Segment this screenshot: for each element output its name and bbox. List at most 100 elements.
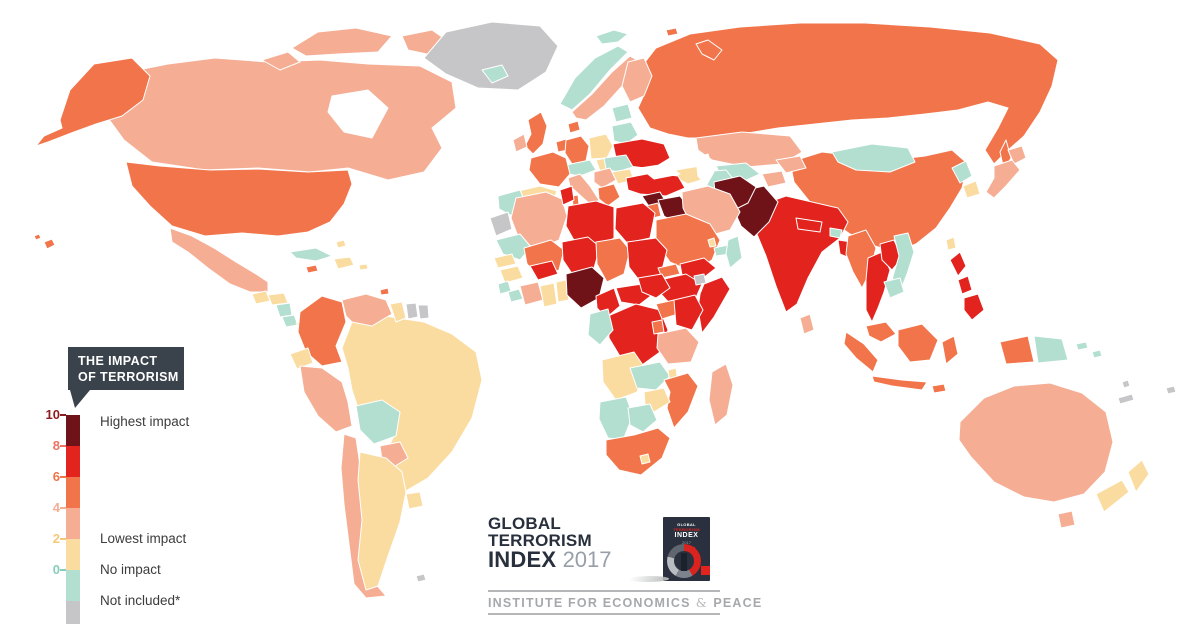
country-puerto-rico xyxy=(358,263,369,271)
cover-word-index: INDEX xyxy=(674,532,699,539)
legend-callout-tail-icon xyxy=(70,390,90,408)
logo-divider-bottom xyxy=(488,613,720,615)
country-botswana xyxy=(627,403,658,433)
logo-divider-top xyxy=(488,590,720,592)
country-zambia xyxy=(629,361,671,391)
country-chad xyxy=(595,237,631,283)
country-south-korea xyxy=(962,180,981,199)
country-franz-josef-land xyxy=(665,27,679,37)
country-bolivia xyxy=(355,399,401,445)
legend-tick-dash xyxy=(60,476,66,478)
country-indonesia-borneo xyxy=(897,323,939,363)
country-madagascar xyxy=(708,363,734,426)
logo-line2: TERRORISM xyxy=(488,531,592,550)
country-baltic-states xyxy=(611,103,633,123)
country-guatemala xyxy=(251,290,271,305)
country-taiwan xyxy=(945,236,957,251)
country-kyrgyzstan xyxy=(775,155,807,174)
legend-tick-10: 10 xyxy=(45,407,60,422)
legend-color-l6 xyxy=(66,477,80,508)
country-mexico xyxy=(169,227,269,293)
country-senegal xyxy=(493,253,517,269)
country-lesotho xyxy=(639,453,651,465)
country-qatar xyxy=(707,237,717,248)
country-india xyxy=(755,195,849,313)
country-costa-rica xyxy=(281,314,299,328)
country-canada xyxy=(261,51,301,71)
country-niger xyxy=(561,236,601,276)
country-balkans xyxy=(593,167,617,189)
institute-wordmark: INSTITUTE FOR ECONOMICS & PEACE xyxy=(488,595,761,610)
country-ireland xyxy=(512,133,528,153)
legend-color-l2 xyxy=(66,539,80,570)
country-tajikistan xyxy=(761,170,787,188)
country-japan xyxy=(985,159,1021,199)
legend-header-line2: OF TERRORISM xyxy=(78,370,179,384)
country-guyana xyxy=(389,301,407,323)
country-malaysia xyxy=(865,321,897,343)
country-philippines xyxy=(957,275,973,295)
legend-tick-dash xyxy=(60,414,66,416)
country-hawaii-usa xyxy=(33,233,42,241)
country-north-korea xyxy=(951,160,973,184)
country-cambodia xyxy=(883,277,905,299)
country-egypt xyxy=(614,202,656,244)
logo-index-word: INDEX xyxy=(488,547,557,572)
legend-tick-6: 6 xyxy=(52,469,60,484)
country-norway xyxy=(559,45,629,111)
country-indonesia-java xyxy=(871,375,928,391)
country-mongolia xyxy=(831,143,916,173)
country-bhutan xyxy=(829,227,843,239)
country-tasmania xyxy=(1057,510,1076,529)
country-hispaniola xyxy=(333,256,355,270)
country-germany xyxy=(564,135,590,165)
legend-label: Lowest impact xyxy=(100,531,187,546)
country-belarus xyxy=(611,121,639,145)
country-sri-lanka xyxy=(799,313,815,335)
country-finland xyxy=(621,57,653,103)
country-somalia xyxy=(697,276,731,334)
country-cuba xyxy=(289,247,333,262)
country-greece xyxy=(597,183,621,207)
country-ivory-coast xyxy=(519,281,544,306)
country-rwanda-burundi xyxy=(651,319,665,335)
caspian-sea xyxy=(695,153,715,187)
country-burkina-faso xyxy=(529,260,559,281)
country-solomon-islands xyxy=(1075,341,1089,351)
legend-tick-0: 0 xyxy=(52,562,60,577)
gti-logo: GLOBAL TERRORISM INDEX 2017 GLOBAL TERRO… xyxy=(488,514,761,615)
country-western-sahara xyxy=(489,211,513,237)
country-uruguay xyxy=(405,491,424,510)
country-tunisia xyxy=(559,185,575,206)
legend-tick-dash xyxy=(60,445,66,447)
country-togo-benin xyxy=(555,279,570,303)
country-indonesia-west-papua xyxy=(999,335,1035,365)
legend-color-l8 xyxy=(66,446,80,477)
cover-red-square xyxy=(701,566,710,575)
logo-line1: GLOBAL xyxy=(488,514,561,533)
country-angola xyxy=(601,351,646,401)
hudson-bay xyxy=(327,89,389,139)
cover-word-year: 2017 xyxy=(682,540,691,545)
country-south-sudan xyxy=(637,273,671,299)
country-colombia xyxy=(297,295,347,367)
country-united-kingdom xyxy=(524,111,548,155)
country-hawaii-usa xyxy=(43,238,56,250)
legend-tick-4: 4 xyxy=(52,500,60,515)
legend-color-l4 xyxy=(66,508,80,539)
legend-tick-2: 2 xyxy=(52,531,60,546)
country-oman xyxy=(725,235,743,269)
country-new-zealand-north xyxy=(1127,459,1150,493)
logo-year: 2017 xyxy=(562,547,612,572)
logo-line3: INDEX 2017 xyxy=(488,549,720,571)
country-canada xyxy=(101,57,457,181)
country-mozambique xyxy=(663,372,699,429)
country-papua-new-guinea xyxy=(1033,335,1069,364)
country-algeria xyxy=(510,191,568,251)
legend-label: Not included* xyxy=(100,593,181,608)
institute-ampersand: & xyxy=(695,595,709,610)
country-indonesia-sumatra xyxy=(843,331,879,373)
country-liberia xyxy=(507,288,524,303)
country-nepal xyxy=(795,217,823,233)
